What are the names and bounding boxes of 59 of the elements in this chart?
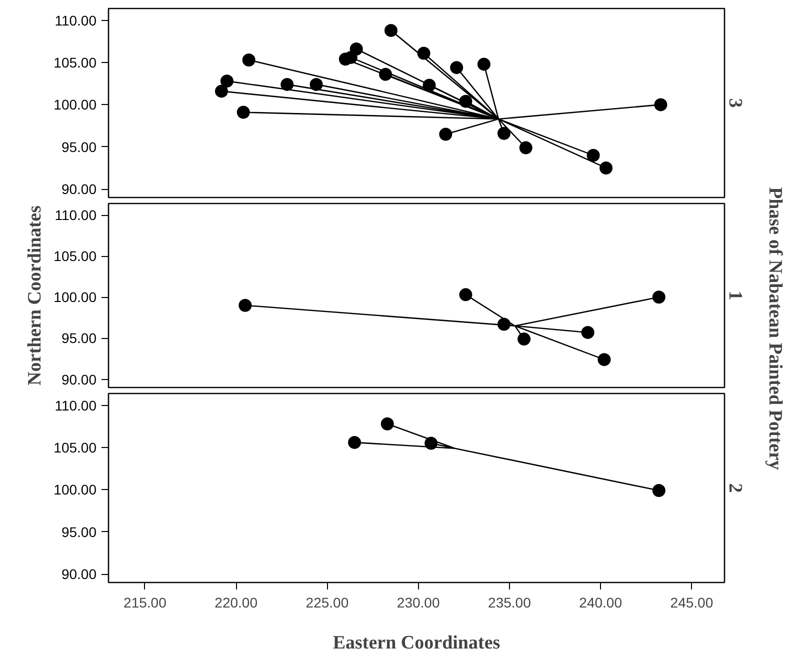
y-tick-label: 100.00 bbox=[54, 289, 97, 306]
y-tick-label: 95.00 bbox=[61, 330, 97, 346]
point bbox=[417, 46, 430, 60]
point bbox=[652, 290, 666, 304]
point bbox=[348, 436, 362, 449]
y-tick-label: 95.00 bbox=[61, 138, 97, 155]
text: 1 bbox=[724, 290, 746, 300]
point bbox=[586, 148, 600, 162]
y-tick-label: 105.00 bbox=[54, 248, 97, 264]
point bbox=[439, 128, 452, 141]
point bbox=[450, 61, 464, 74]
y2-axis-title: Phase of Nabatean Painted Pottery bbox=[764, 187, 786, 470]
point bbox=[652, 484, 666, 498]
point bbox=[344, 50, 358, 64]
y-tick-label: 110.00 bbox=[54, 207, 97, 223]
point bbox=[379, 68, 392, 81]
point bbox=[242, 53, 256, 66]
point bbox=[459, 94, 472, 108]
point bbox=[220, 74, 234, 88]
y-tick-label: 110.00 bbox=[54, 397, 97, 414]
y-tick-label: 105.00 bbox=[54, 54, 97, 70]
point bbox=[654, 98, 668, 112]
y-tick-label: 90.00 bbox=[61, 181, 97, 198]
x-tick-label: 240.00 bbox=[579, 594, 622, 610]
x-tick-label: 230.00 bbox=[396, 594, 440, 610]
y-tick-label: 105.00 bbox=[54, 440, 97, 456]
text: 3 bbox=[724, 98, 746, 108]
x-tick-label: 235.00 bbox=[488, 594, 532, 610]
y-tick-label: 95.00 bbox=[61, 524, 97, 540]
y-tick-label: 100.00 bbox=[54, 96, 97, 113]
y-tick-label: 100.00 bbox=[54, 482, 97, 498]
point bbox=[384, 24, 398, 37]
point bbox=[581, 326, 594, 339]
point bbox=[380, 417, 394, 430]
point bbox=[310, 78, 323, 91]
point bbox=[519, 141, 532, 154]
point bbox=[598, 353, 611, 366]
point bbox=[459, 288, 472, 302]
point bbox=[518, 332, 531, 346]
point bbox=[497, 126, 510, 140]
point bbox=[280, 78, 294, 91]
x-tick-label: 225.00 bbox=[306, 594, 349, 610]
point bbox=[214, 84, 228, 98]
y-tick-label: 110.00 bbox=[54, 12, 97, 28]
point bbox=[600, 161, 613, 174]
point bbox=[238, 298, 252, 312]
text: 2 bbox=[724, 483, 746, 493]
point bbox=[497, 318, 510, 331]
point bbox=[236, 106, 250, 119]
x-tick-label: 245.00 bbox=[670, 594, 714, 610]
x-axis-title: Eastern Coordinates bbox=[332, 632, 500, 654]
point bbox=[424, 436, 438, 450]
y-axis-title: Northern Coordinates bbox=[24, 206, 46, 386]
point bbox=[422, 78, 436, 92]
x-tick-label: 215.00 bbox=[124, 594, 167, 610]
point bbox=[477, 58, 490, 71]
y-tick-label: 90.00 bbox=[61, 566, 97, 582]
y-tick-label: 90.00 bbox=[61, 371, 97, 388]
x-tick-label: 220.00 bbox=[214, 594, 258, 610]
